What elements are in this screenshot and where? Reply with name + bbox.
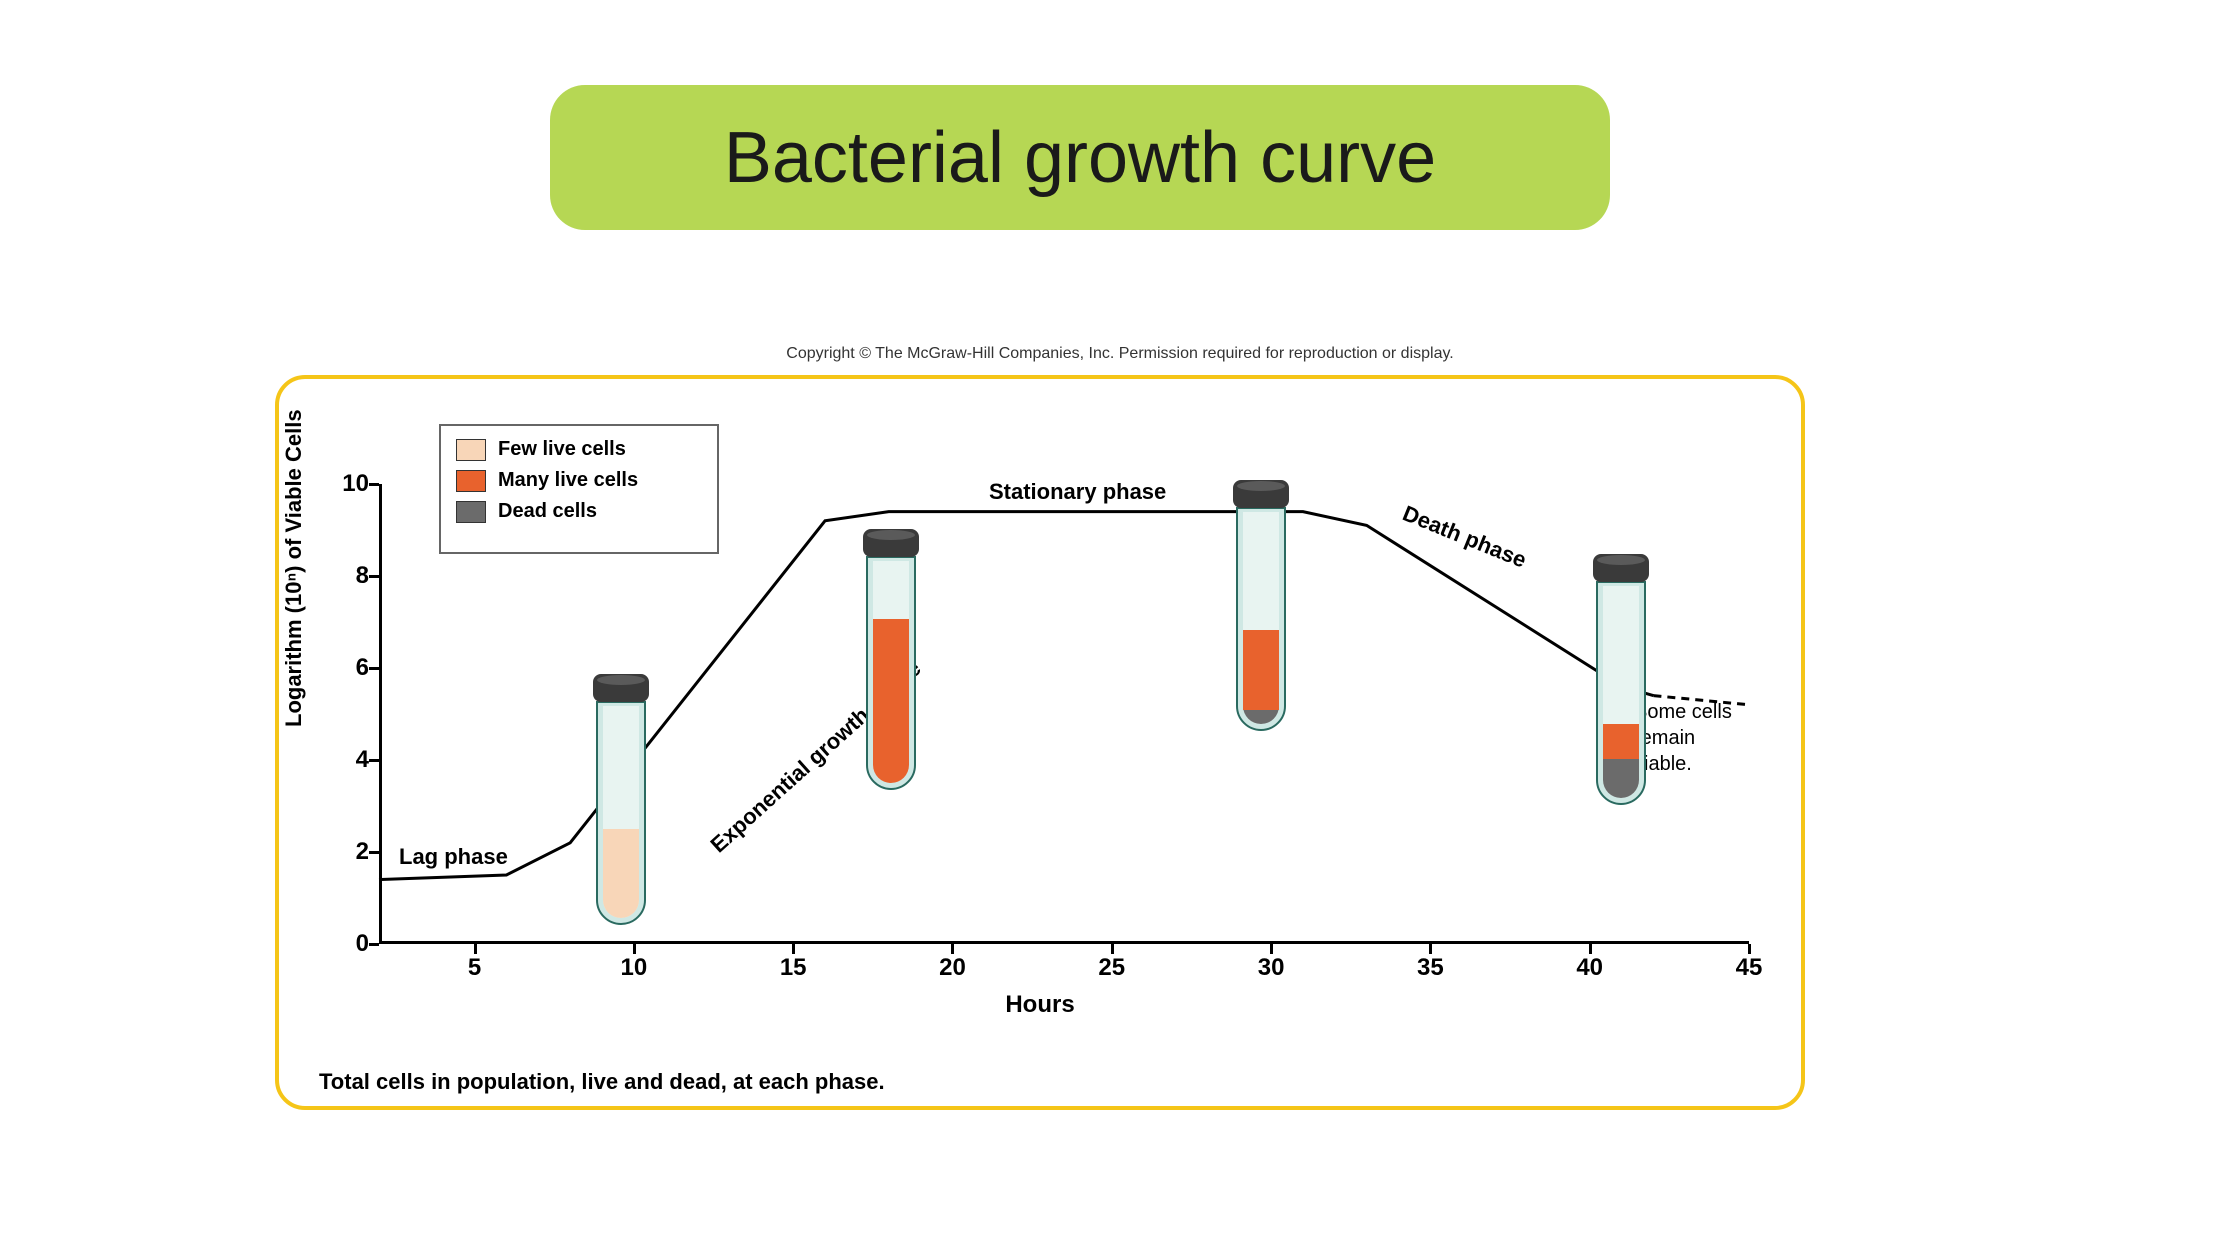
- y-tick: [369, 483, 379, 486]
- chart-container: Few live cellsMany live cellsDead cells …: [275, 375, 1805, 1110]
- growth-curve: [379, 484, 1749, 944]
- x-tick: [951, 944, 954, 954]
- x-tick-label: 30: [1258, 954, 1285, 982]
- phase-label: Stationary phase: [989, 479, 1166, 505]
- y-tick-label: 4: [356, 746, 369, 774]
- test-tube-icon: [589, 674, 647, 932]
- y-tick: [369, 759, 379, 762]
- y-tick: [369, 667, 379, 670]
- test-tube-icon: [859, 529, 917, 797]
- copyright-notice: Copyright © The McGraw-Hill Companies, I…: [786, 345, 1453, 363]
- legend-item: Few live cells: [456, 438, 702, 461]
- page-title: Bacterial growth curve: [724, 117, 1436, 199]
- legend-swatch: [456, 439, 486, 461]
- y-tick: [369, 851, 379, 854]
- test-tube-icon: [1589, 554, 1647, 812]
- y-tick: [369, 575, 379, 578]
- x-tick-label: 25: [1098, 954, 1125, 982]
- x-tick-label: 40: [1576, 954, 1603, 982]
- x-tick-label: 10: [621, 954, 648, 982]
- y-tick-label: 0: [356, 930, 369, 958]
- x-tick: [792, 944, 795, 954]
- x-tick-label: 20: [939, 954, 966, 982]
- x-tick: [474, 944, 477, 954]
- x-tick-label: 35: [1417, 954, 1444, 982]
- y-tick: [369, 943, 379, 946]
- test-tube-icon: [1229, 480, 1287, 738]
- x-axis-title: Hours: [1005, 991, 1074, 1019]
- x-tick: [1748, 944, 1751, 954]
- x-tick: [1589, 944, 1592, 954]
- y-tick-label: 6: [356, 654, 369, 682]
- x-tick: [1111, 944, 1114, 954]
- title-box: Bacterial growth curve: [550, 85, 1610, 230]
- x-tick: [1270, 944, 1273, 954]
- chart-caption: Total cells in population, live and dead…: [319, 1069, 885, 1095]
- y-tick-label: 8: [356, 562, 369, 590]
- x-tick-label: 15: [780, 954, 807, 982]
- x-tick-label: 45: [1736, 954, 1763, 982]
- y-axis-title: Logarithm (10ⁿ) of Viable Cells: [281, 409, 307, 727]
- plot-area: 024681051015202530354045Lag phaseExponen…: [379, 484, 1749, 944]
- y-tick-label: 2: [356, 838, 369, 866]
- x-tick-label: 5: [468, 954, 481, 982]
- legend-label: Few live cells: [498, 438, 626, 461]
- x-tick: [1429, 944, 1432, 954]
- phase-label: Lag phase: [399, 844, 508, 870]
- viable-annotation: Some cellsremainviable.: [1634, 699, 1732, 777]
- x-tick: [633, 944, 636, 954]
- y-tick-label: 10: [342, 470, 369, 498]
